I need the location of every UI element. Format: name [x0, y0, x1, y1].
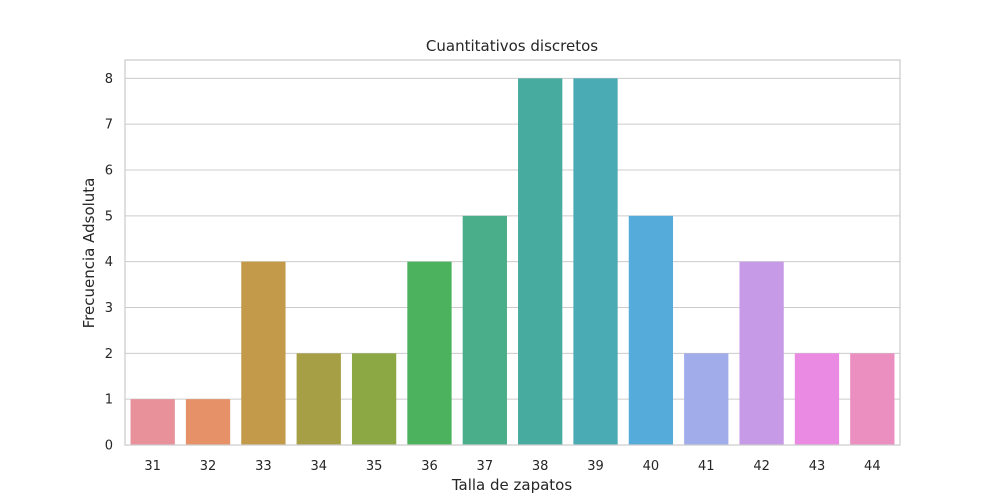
y-tick-label: 0 — [105, 439, 113, 454]
bar-32 — [185, 399, 231, 445]
x-tick-label: 34 — [310, 459, 327, 474]
y-tick-label: 2 — [105, 347, 113, 362]
x-tick-label: 35 — [366, 459, 383, 474]
bar-34 — [296, 353, 341, 445]
bars — [130, 78, 895, 445]
x-tick-label: 41 — [698, 459, 715, 474]
y-tick-label: 5 — [105, 209, 113, 224]
bar-38 — [518, 78, 563, 445]
bar-42 — [739, 261, 784, 445]
x-tick-label: 42 — [753, 459, 770, 474]
bar-37 — [462, 215, 507, 445]
x-tick-label: 44 — [864, 459, 881, 474]
bar-40 — [628, 215, 674, 445]
y-tick-label: 8 — [105, 72, 113, 87]
y-tick-label: 3 — [105, 301, 113, 316]
x-tick-label: 39 — [587, 459, 604, 474]
bar-31 — [130, 399, 175, 445]
bar-39 — [573, 78, 618, 445]
x-tick-label: 38 — [532, 459, 549, 474]
bar-43 — [794, 353, 840, 445]
y-tick-label: 7 — [105, 118, 113, 133]
bar-41 — [684, 353, 729, 445]
x-tick-label: 31 — [144, 459, 161, 474]
chart-title: Cuantitativos discretos — [426, 37, 598, 55]
x-axis-label: Talla de zapatos — [451, 476, 573, 494]
x-tick-label: 37 — [477, 459, 494, 474]
bar-36 — [407, 261, 452, 445]
plot-frame — [124, 59, 901, 446]
x-tick-label: 40 — [643, 459, 660, 474]
y-tick-labels: 0 1 2 3 4 5 6 7 8 — [105, 72, 113, 454]
y-axis-label: Frecuencia Adsoluta — [80, 178, 98, 329]
x-tick-labels: 31 32 33 34 35 36 37 38 39 40 41 42 43 44 — [144, 459, 880, 474]
x-tick-label: 36 — [421, 459, 438, 474]
bar-33 — [241, 261, 286, 445]
x-tick-label: 43 — [809, 459, 826, 474]
bar-44 — [850, 353, 895, 445]
y-tick-label: 6 — [105, 164, 113, 179]
x-tick-label: 33 — [255, 459, 272, 474]
y-tick-label: 4 — [105, 255, 113, 270]
x-tick-label: 32 — [200, 459, 217, 474]
y-tick-label: 1 — [105, 393, 113, 408]
bar-35 — [351, 353, 397, 445]
